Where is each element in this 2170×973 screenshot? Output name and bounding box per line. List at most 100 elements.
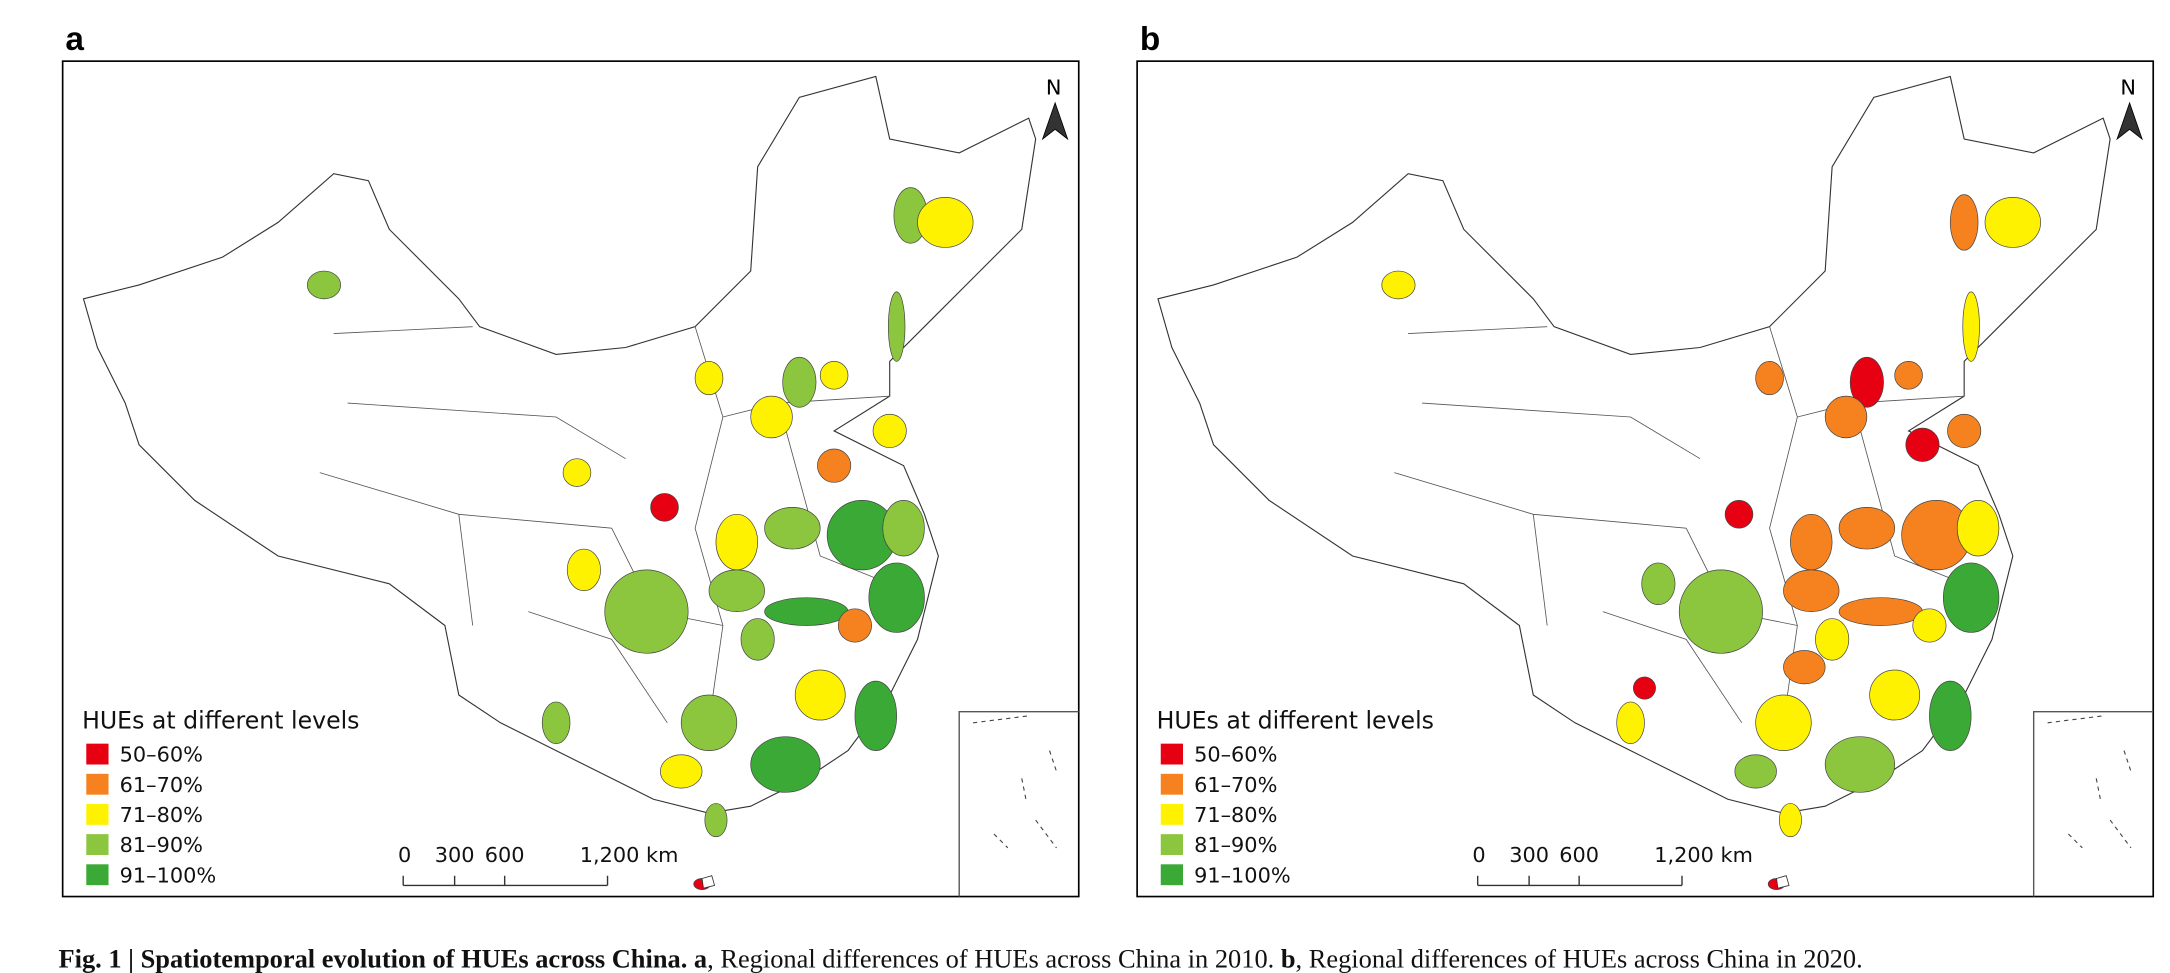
city-region	[764, 597, 849, 626]
legend-label: 91–100%	[120, 863, 217, 887]
inset-islands	[973, 715, 1058, 849]
city-region	[868, 562, 925, 633]
city-region	[541, 701, 571, 744]
city-region	[1849, 356, 1884, 408]
city-region	[704, 803, 728, 838]
legend-label: 91–100%	[1194, 863, 1291, 887]
caption-b-label: b	[1281, 943, 1296, 973]
scale-label: 1,200 km	[580, 843, 679, 867]
legend-label: 71–80%	[120, 803, 203, 827]
city-region	[764, 507, 821, 550]
city-region	[1790, 513, 1833, 571]
scale-label: 0	[398, 843, 411, 867]
city-region	[1894, 361, 1923, 390]
city-region	[1838, 507, 1896, 550]
legend-label: 71–80%	[1194, 803, 1277, 827]
legend-label: 81–90%	[120, 833, 203, 857]
caption-a-label: a	[694, 943, 707, 973]
city-region	[562, 458, 592, 487]
city-region	[660, 754, 703, 789]
map-panel: b N HUEs at different levels 50–60% 61–70% 71…	[1136, 21, 2155, 898]
city-region	[887, 291, 906, 362]
city-region	[708, 569, 765, 612]
legend-title: HUEs at different levels	[82, 706, 359, 734]
city-region	[1962, 291, 1980, 362]
city-region	[1783, 650, 1826, 685]
city-region	[1869, 669, 1921, 721]
legend-swatch	[86, 773, 109, 795]
city-region	[680, 694, 738, 751]
city-region	[650, 493, 679, 522]
north-arrow	[1041, 101, 1069, 141]
inset-frame	[2032, 710, 2154, 897]
panel-label: b	[1140, 21, 1160, 58]
city-region	[817, 448, 852, 483]
legend-title: HUEs at different levels	[1157, 706, 1434, 734]
city-region	[1838, 597, 1923, 626]
scale-label: 300	[435, 843, 475, 867]
legend-swatch	[86, 743, 109, 765]
scale-label: 0	[1472, 843, 1485, 867]
city-region	[715, 513, 759, 571]
north-label: N	[1046, 76, 1062, 100]
city-region	[1947, 413, 1982, 448]
legend-label: 50–60%	[1194, 743, 1277, 767]
city-region	[872, 413, 907, 448]
inset-frame	[958, 710, 1079, 897]
panel-label: a	[65, 21, 84, 58]
city-region	[1912, 608, 1947, 643]
city-region	[1734, 754, 1777, 789]
panel-frame	[61, 60, 1080, 898]
legend-swatch	[86, 834, 109, 855]
city-region	[306, 270, 342, 300]
city-region	[1755, 361, 1784, 396]
scale-label: 600	[485, 843, 525, 867]
country-outline	[82, 75, 1037, 814]
city-region	[819, 361, 849, 390]
legend-label: 81–90%	[1194, 833, 1277, 857]
city-region	[694, 361, 724, 396]
city-region	[740, 618, 775, 661]
city-region	[1633, 676, 1656, 700]
legend-label: 61–70%	[1194, 773, 1277, 797]
city-region	[1381, 270, 1416, 300]
legend-swatch	[86, 864, 109, 886]
city-region	[1942, 562, 2000, 633]
caption-b-text: , Regional differences of HUEs across Ch…	[1296, 943, 1863, 973]
scale-bar	[402, 875, 609, 887]
scale-label: 600	[1559, 843, 1599, 867]
city-region	[1905, 427, 1940, 462]
legend-swatch	[1160, 834, 1183, 855]
city-region	[750, 395, 793, 439]
country-outline	[1157, 75, 2111, 814]
legend-swatch	[1160, 803, 1183, 825]
city-region	[1824, 395, 1868, 439]
panel-frame	[1136, 60, 2155, 898]
caption-a-text: , Regional differences of HUEs across Ch…	[707, 943, 1274, 973]
caption: Fig. 1 | Spatiotemporal evolution of HUE…	[58, 943, 1862, 973]
city-region	[1724, 500, 1754, 529]
north-arrow	[2116, 101, 2143, 141]
legend-swatch	[86, 803, 109, 825]
city-region	[1783, 569, 1840, 612]
city-region	[1984, 197, 2041, 248]
scale-label: 1,200 km	[1654, 843, 1753, 867]
city-region	[1815, 618, 1850, 661]
inset-islands	[2047, 715, 2132, 849]
north-label: N	[2120, 76, 2136, 100]
city-region	[604, 569, 689, 654]
city-region	[1929, 680, 1972, 751]
city-region	[750, 736, 821, 793]
city-region	[1956, 500, 2000, 557]
island	[1776, 875, 1790, 889]
scale-label: 300	[1509, 843, 1549, 867]
city-region	[837, 608, 872, 643]
city-region	[917, 197, 974, 248]
city-region	[1616, 701, 1645, 744]
city-region	[1824, 736, 1896, 793]
legend-label: 50–60%	[120, 743, 203, 767]
city-region	[794, 669, 846, 721]
city-region	[1678, 569, 1763, 654]
city-region	[1755, 694, 1812, 751]
